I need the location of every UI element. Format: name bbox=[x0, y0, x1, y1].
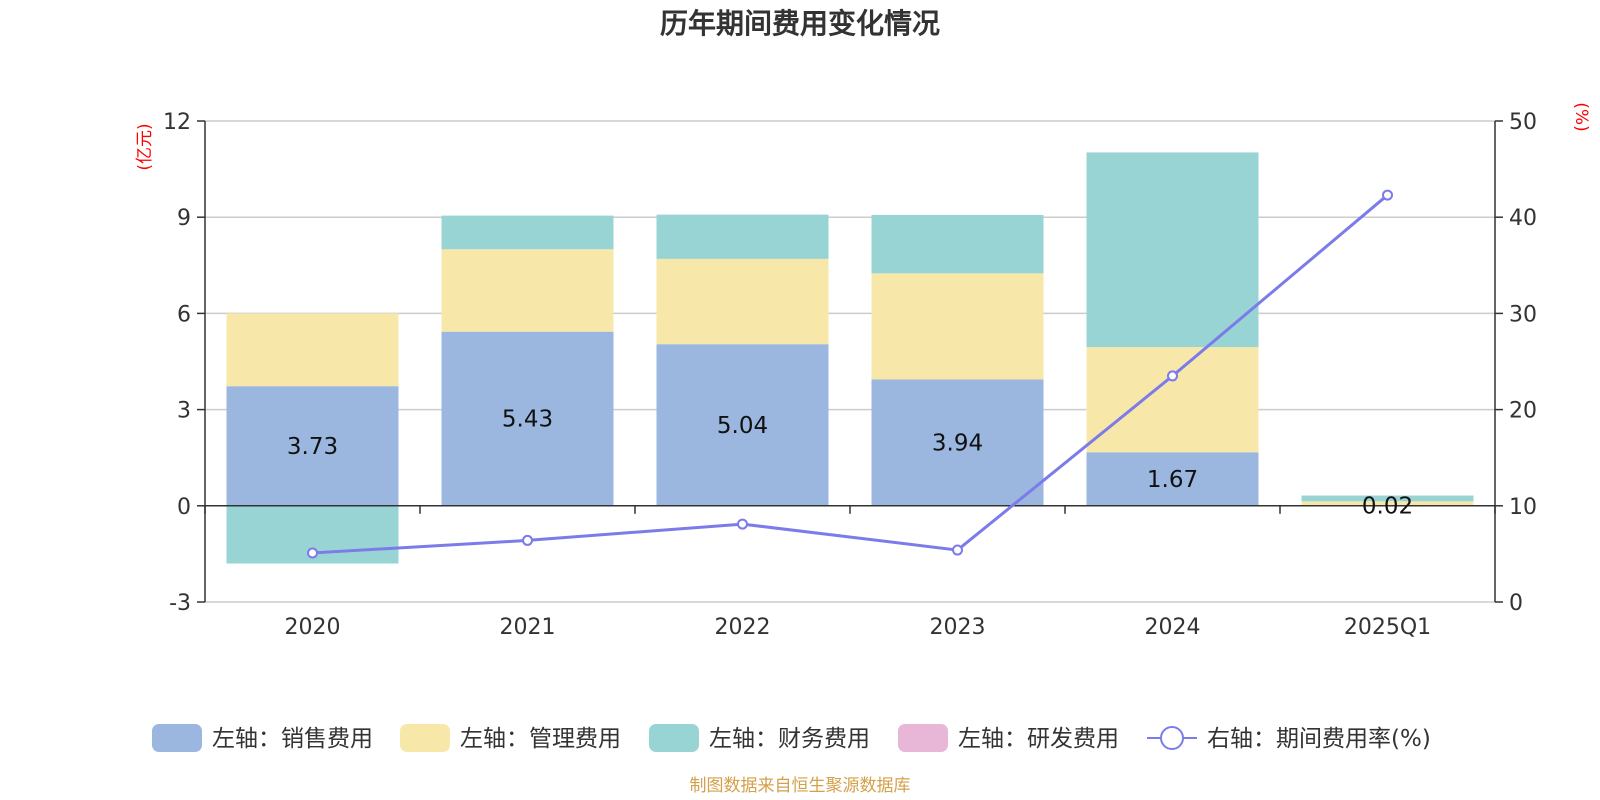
rate-point-2022 bbox=[737, 518, 748, 530]
legend-marker-icon[interactable] bbox=[1160, 726, 1184, 750]
x-tick-label: 2025Q1 bbox=[1344, 615, 1431, 640]
data-label: 0.02 bbox=[1362, 493, 1413, 519]
right-tick-label: 40 bbox=[1509, 206, 1537, 231]
data-labels: 3.73 5.43 5.04 3.94 1.67 0.02 bbox=[287, 407, 1413, 520]
right-tick-label: 20 bbox=[1509, 399, 1537, 424]
x-tick-label: 2023 bbox=[930, 615, 986, 640]
bar-2-2022 bbox=[656, 214, 829, 259]
legend-label[interactable]: 左轴：管理费用 bbox=[460, 726, 621, 752]
left-tick-label: 0 bbox=[177, 495, 191, 520]
x-tick-label: 2024 bbox=[1145, 615, 1201, 640]
tick-labels: -3 0 3 6 9 12 0 10 20 30 40 50 2020 2021 2022 2023 2024 2… bbox=[163, 110, 1537, 640]
right-tick-label: 50 bbox=[1509, 110, 1537, 135]
right-axis-unit: (%) bbox=[1571, 102, 1591, 131]
legend-swatch[interactable] bbox=[400, 724, 450, 752]
rate-point-2023 bbox=[952, 544, 963, 556]
rate-point-2021 bbox=[522, 534, 533, 546]
legend-label[interactable]: 左轴：财务费用 bbox=[709, 726, 870, 752]
bar-1-2022 bbox=[656, 258, 829, 345]
bar-2-2025Q1 bbox=[1301, 495, 1474, 502]
x-tick-label: 2020 bbox=[285, 615, 341, 640]
legend-swatch[interactable] bbox=[152, 724, 202, 752]
bar-1-2024 bbox=[1086, 347, 1259, 453]
legend-label[interactable]: 右轴：期间费用率(%) bbox=[1207, 726, 1431, 752]
bar-0-2020 bbox=[226, 386, 399, 506]
bar-2-2021 bbox=[441, 215, 614, 250]
left-tick-label: 3 bbox=[177, 399, 191, 424]
left-tick-label: 9 bbox=[177, 206, 191, 231]
data-label: 3.94 bbox=[932, 431, 983, 457]
rate-line bbox=[307, 189, 1393, 559]
rate-point-2025Q1 bbox=[1382, 189, 1393, 201]
left-axis-unit: (亿元) bbox=[135, 123, 155, 170]
legend: 左轴：销售费用 左轴：管理费用 左轴：财务费用 左轴：研发费用 右轴：期间费用率(%) bbox=[152, 724, 1431, 752]
rate-line-path bbox=[312, 193, 1389, 555]
bars bbox=[226, 152, 1474, 564]
bar-0-2024 bbox=[1086, 452, 1259, 506]
left-tick-label: 12 bbox=[163, 110, 191, 135]
grid-lines bbox=[205, 120, 1495, 603]
left-tick-label: 6 bbox=[177, 302, 191, 327]
bar-0-2022 bbox=[656, 344, 829, 506]
data-label: 5.04 bbox=[717, 413, 768, 439]
bar-1-2021 bbox=[441, 249, 614, 332]
legend-label[interactable]: 左轴：研发费用 bbox=[958, 726, 1119, 752]
data-label: 3.73 bbox=[287, 434, 338, 460]
bar-2-2024 bbox=[1086, 152, 1259, 348]
bar-1-2023 bbox=[871, 273, 1044, 380]
legend-swatch[interactable] bbox=[898, 724, 948, 752]
bar-0-2021 bbox=[441, 331, 614, 506]
data-label: 5.43 bbox=[502, 407, 553, 433]
source-note: 制图数据来自恒生聚源数据库 bbox=[690, 776, 911, 796]
x-tick-label: 2022 bbox=[715, 615, 771, 640]
data-label: 1.67 bbox=[1147, 467, 1198, 493]
rate-point-2024 bbox=[1167, 370, 1178, 382]
bar-2-2023 bbox=[871, 214, 1044, 274]
left-tick-label: -3 bbox=[169, 591, 191, 616]
axes bbox=[197, 120, 1503, 603]
chart-title: 历年期间费用变化情况 bbox=[660, 7, 940, 40]
legend-swatch[interactable] bbox=[649, 724, 699, 752]
right-tick-label: 10 bbox=[1509, 495, 1537, 520]
bar-0-2023 bbox=[871, 379, 1044, 506]
legend-label[interactable]: 左轴：销售费用 bbox=[212, 726, 373, 752]
bar-1-2020 bbox=[226, 313, 399, 387]
x-tick-label: 2021 bbox=[500, 615, 556, 640]
rate-point-2020 bbox=[307, 547, 318, 559]
bar-1-2025Q1 bbox=[1301, 501, 1474, 506]
right-tick-label: 30 bbox=[1509, 302, 1537, 327]
right-tick-label: 0 bbox=[1509, 591, 1523, 616]
